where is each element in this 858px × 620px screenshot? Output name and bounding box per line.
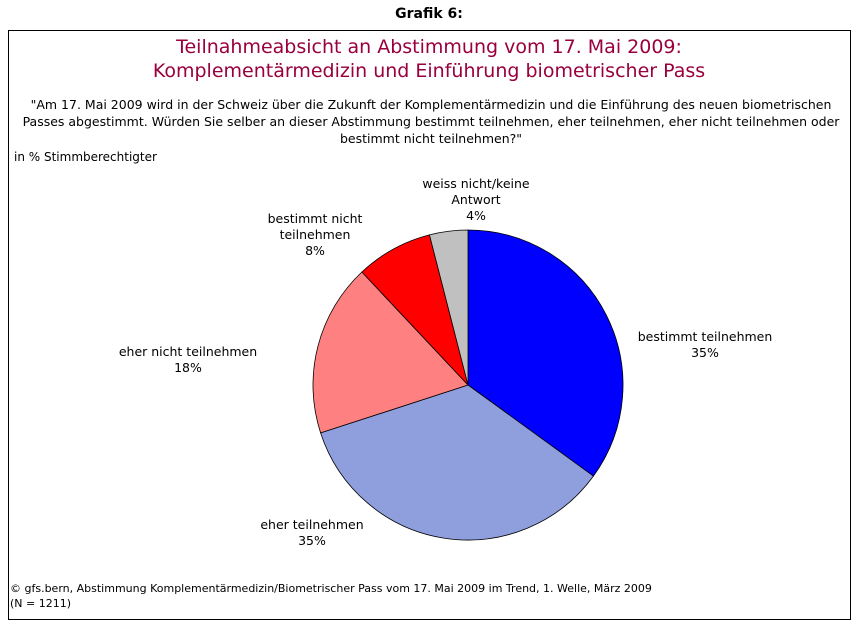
slice-label: weiss nicht/keine Antwort 4% <box>406 176 546 224</box>
category-label: bestimmt nicht teilnehmen <box>267 211 363 242</box>
header: Grafik 6: <box>395 6 463 22</box>
chart-title: Teilnahmeabsicht an Abstimmung vom 17. M… <box>176 36 682 58</box>
value-label: 4% <box>466 208 486 223</box>
value-label: 8% <box>305 243 325 258</box>
category-label: eher teilnehmen <box>260 517 364 532</box>
pie-slice <box>467 229 624 477</box>
unit-label: in % Stimmberechtigter <box>14 150 157 164</box>
category-label: eher nicht teilnehmen <box>118 344 258 359</box>
slice-label: eher nicht teilnehmen 18% <box>98 344 278 376</box>
footer: (N = 1211) <box>10 597 72 610</box>
value-label: 35% <box>691 345 719 360</box>
pie-slice <box>428 229 469 386</box>
slice-label: eher teilnehmen 35% <box>232 517 392 549</box>
value-label: 35% <box>298 533 326 548</box>
pie-slice <box>312 271 469 434</box>
slice-label: bestimmt nicht teilnehmen 8% <box>260 211 370 259</box>
category-label: bestimmt teilnehmen <box>637 329 773 344</box>
chart-title: Komplementärmedizin und Einführung biome… <box>152 60 706 82</box>
pie-slice <box>320 384 594 541</box>
category-label: weiss nicht/keine Antwort <box>422 176 530 207</box>
slice-label: bestimmt teilnehmen 35% <box>605 329 805 361</box>
subtitle: "Am 17. Mai 2009 wird in der Schweiz übe… <box>22 97 840 146</box>
footer: © gfs.bern, Abstimmung Komplementärmediz… <box>10 582 652 595</box>
value-label: 18% <box>174 360 202 375</box>
